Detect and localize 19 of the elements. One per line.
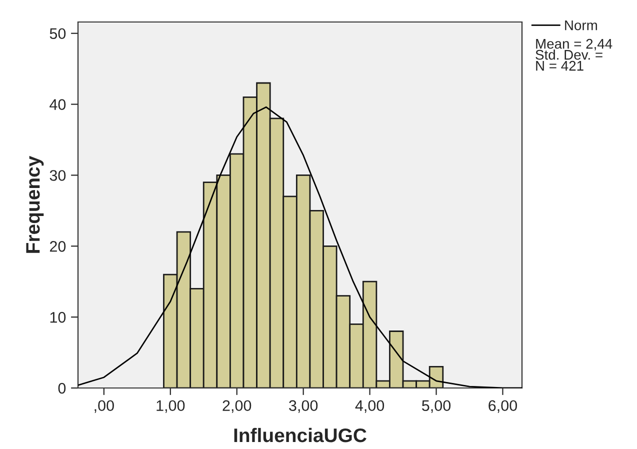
y-tick-label: 30 [50,170,66,181]
text: N = 421 [536,60,584,71]
x-tick-label: 3,00 [289,400,318,413]
x-tick-label: 4,00 [355,400,384,413]
y-tick-label: 10 [50,312,66,323]
x-tick-label: 2,00 [222,400,252,413]
text: Std. Dev. = [536,50,602,60]
x-axis-title: InfluenciaUGC [234,428,366,442]
x-tick-label: 1,00 [156,400,185,413]
x-tick-label: ,00 [94,400,114,413]
x-tick-label: 6,00 [488,400,517,413]
y-tick-label: 0 [58,382,66,394]
x-tick-label: 5,00 [422,400,451,413]
y-tick-label: 20 [50,241,66,252]
text: Mean = 2,44 [536,38,612,50]
y-axis-title: Frequency [26,156,44,253]
y-tick-label: 50 [50,28,66,40]
y-tick-label: 40 [50,99,66,110]
legend-label: Norm [565,20,597,30]
